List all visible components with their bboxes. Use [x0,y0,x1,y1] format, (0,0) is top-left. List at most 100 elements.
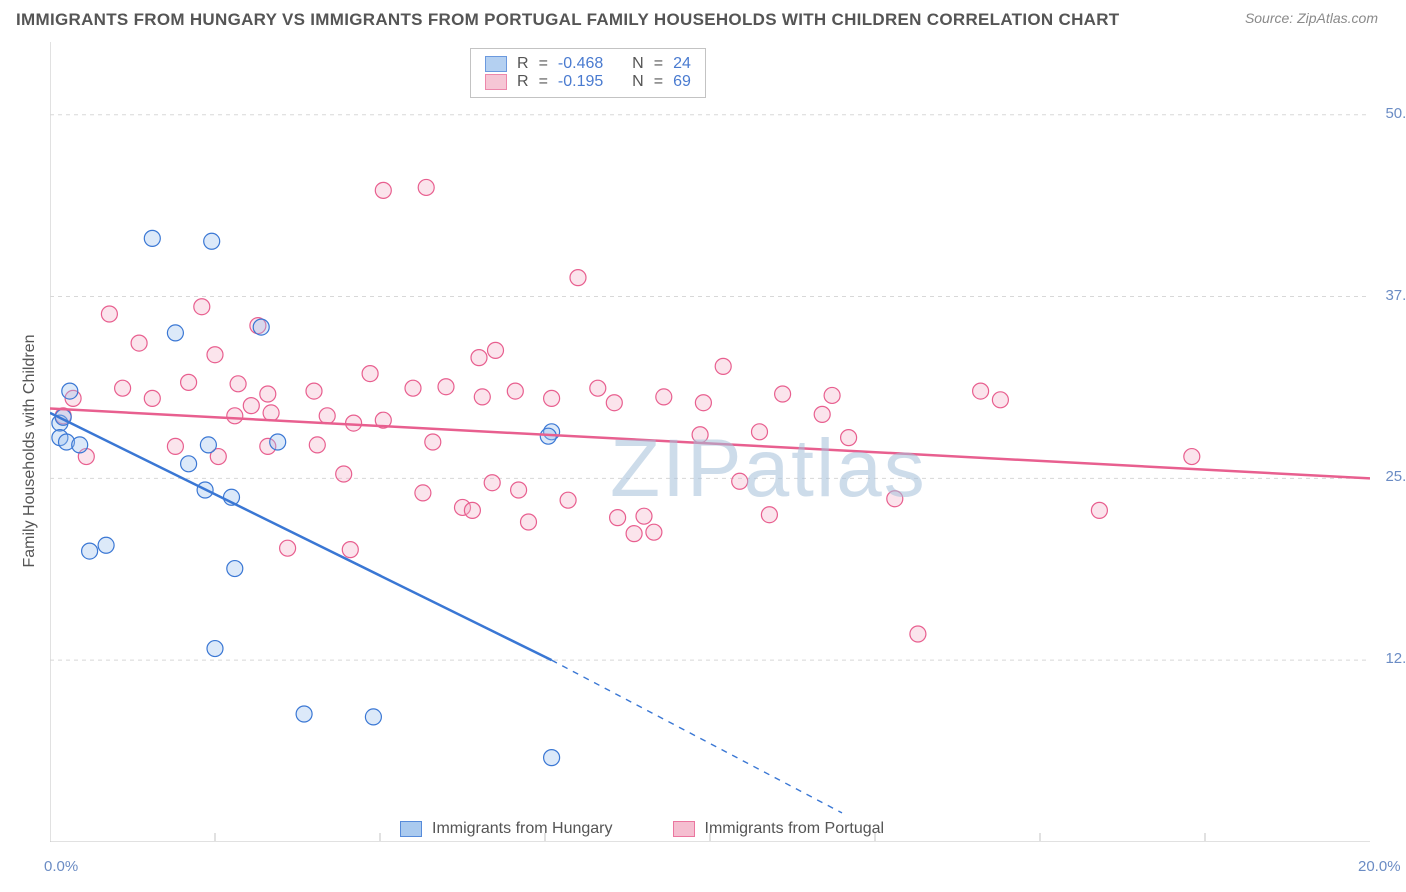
scatter-point [342,542,358,558]
y-tick-label: 37.5% [1385,287,1406,304]
scatter-point [144,390,160,406]
scatter-point [62,383,78,399]
scatter-point [296,706,312,722]
x-tick-label: 20.0% [1358,858,1401,875]
correlation-legend: R=-0.468 N=24R=-0.195 N=69 [470,48,706,98]
correlation-legend-row: R=-0.468 N=24 [485,55,691,73]
legend-n-label: N [632,73,644,91]
scatter-point [167,325,183,341]
scatter-point [405,380,421,396]
scatter-point [656,389,672,405]
scatter-point [761,507,777,523]
scatter-point [200,437,216,453]
scatter-point [181,374,197,390]
scatter-point [824,387,840,403]
trend-line [50,409,1370,479]
correlation-legend-row: R=-0.195 N=69 [485,73,691,91]
scatter-point [319,408,335,424]
scatter-point [253,319,269,335]
scatter-point [375,182,391,198]
scatter-point [544,390,560,406]
source-text: Source: ZipAtlas.com [1245,10,1378,26]
scatter-point [227,561,243,577]
scatter-point [72,437,88,453]
scatter-point [1091,502,1107,518]
scatter-point [488,342,504,358]
scatter-point [101,306,117,322]
scatter-point [814,406,830,422]
series-legend-item: Immigrants from Portugal [673,820,885,838]
scatter-point [438,379,454,395]
scatter-point [167,438,183,454]
y-tick-label: 25.0% [1385,468,1406,485]
scatter-point [336,466,352,482]
scatter-point [306,383,322,399]
legend-swatch [485,56,507,72]
scatter-point [992,392,1008,408]
scatter-point [207,347,223,363]
scatter-point [270,434,286,450]
legend-n-value: 69 [673,73,691,91]
scatter-point [471,350,487,366]
legend-swatch [673,821,695,837]
scatter-point [362,366,378,382]
series-legend-item: Immigrants from Hungary [400,820,613,838]
series-legend-label: Immigrants from Hungary [432,820,613,838]
scatter-point [484,475,500,491]
y-tick-label: 12.5% [1385,650,1406,667]
legend-r-value: -0.468 [558,55,603,73]
scatter-point [464,502,480,518]
scatter-point [181,456,197,472]
legend-r-label: R [517,55,529,73]
legend-swatch [485,74,507,90]
scatter-point [1184,449,1200,465]
chart-title: IMMIGRANTS FROM HUNGARY VS IMMIGRANTS FR… [16,10,1120,30]
scatter-point [636,508,652,524]
chart-container: Family Households with Children R=-0.468… [50,42,1370,842]
scatter-point [973,383,989,399]
scatter-point [243,398,259,414]
legend-r-label: R [517,73,529,91]
scatter-point [144,230,160,246]
scatter-point [415,485,431,501]
scatter-point [887,491,903,507]
scatter-point [280,540,296,556]
scatter-point [227,408,243,424]
scatter-plot [50,42,1370,842]
scatter-point [646,524,662,540]
scatter-point [752,424,768,440]
series-legend: Immigrants from Hungary Immigrants from P… [400,820,884,838]
legend-n-value: 24 [673,55,691,73]
scatter-point [194,299,210,315]
scatter-point [590,380,606,396]
scatter-point [570,270,586,286]
scatter-point [98,537,114,553]
scatter-point [207,641,223,657]
scatter-point [775,386,791,402]
y-axis-label: Family Households with Children [21,335,39,568]
scatter-point [425,434,441,450]
scatter-point [560,492,576,508]
scatter-point [511,482,527,498]
scatter-point [474,389,490,405]
scatter-point [692,427,708,443]
scatter-point [695,395,711,411]
trend-line-dashed [552,660,842,813]
legend-swatch [400,821,422,837]
scatter-point [610,510,626,526]
scatter-point [732,473,748,489]
scatter-point [715,358,731,374]
scatter-point [365,709,381,725]
scatter-point [131,335,147,351]
scatter-point [841,430,857,446]
scatter-point [115,380,131,396]
y-tick-label: 50.0% [1385,105,1406,122]
legend-r-value: -0.195 [558,73,603,91]
series-legend-label: Immigrants from Portugal [705,820,885,838]
scatter-point [544,750,560,766]
scatter-point [507,383,523,399]
scatter-point [418,179,434,195]
scatter-point [204,233,220,249]
scatter-point [626,526,642,542]
scatter-point [910,626,926,642]
